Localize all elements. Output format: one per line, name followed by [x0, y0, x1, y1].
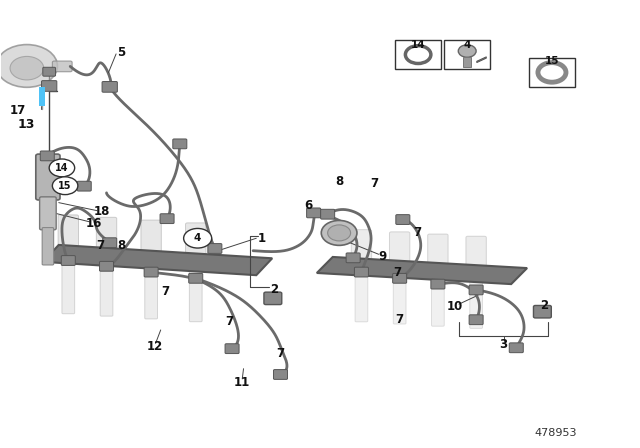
Text: 15: 15 — [58, 181, 72, 191]
FancyBboxPatch shape — [428, 234, 448, 272]
FancyBboxPatch shape — [393, 273, 406, 283]
FancyBboxPatch shape — [43, 67, 56, 76]
FancyBboxPatch shape — [62, 254, 75, 314]
FancyBboxPatch shape — [189, 262, 202, 322]
Circle shape — [52, 177, 78, 194]
Circle shape — [184, 228, 212, 248]
Polygon shape — [43, 245, 272, 275]
FancyBboxPatch shape — [264, 292, 282, 305]
FancyBboxPatch shape — [208, 244, 222, 254]
FancyBboxPatch shape — [100, 261, 113, 271]
FancyBboxPatch shape — [52, 61, 72, 72]
Circle shape — [328, 225, 351, 241]
Text: 14: 14 — [411, 39, 426, 50]
FancyBboxPatch shape — [189, 273, 203, 283]
FancyBboxPatch shape — [390, 232, 410, 270]
FancyBboxPatch shape — [40, 197, 56, 230]
FancyBboxPatch shape — [36, 154, 60, 200]
Text: 18: 18 — [94, 205, 110, 218]
FancyBboxPatch shape — [100, 257, 113, 316]
FancyBboxPatch shape — [355, 267, 368, 322]
FancyBboxPatch shape — [307, 208, 321, 218]
FancyBboxPatch shape — [470, 273, 483, 328]
Text: 15: 15 — [545, 56, 559, 66]
FancyBboxPatch shape — [346, 253, 360, 263]
Circle shape — [405, 46, 431, 64]
FancyBboxPatch shape — [463, 56, 471, 67]
FancyBboxPatch shape — [225, 344, 239, 353]
Polygon shape — [477, 57, 486, 63]
FancyBboxPatch shape — [355, 267, 369, 277]
FancyBboxPatch shape — [61, 256, 76, 265]
Text: 7: 7 — [276, 347, 285, 360]
Circle shape — [538, 63, 566, 82]
FancyBboxPatch shape — [509, 343, 524, 353]
Text: 17: 17 — [10, 104, 26, 117]
Circle shape — [458, 45, 476, 57]
Text: 2: 2 — [540, 298, 548, 311]
Text: 6: 6 — [305, 199, 313, 212]
FancyBboxPatch shape — [431, 271, 444, 326]
FancyBboxPatch shape — [39, 87, 45, 107]
Text: 5: 5 — [117, 46, 125, 59]
Text: 14: 14 — [55, 163, 68, 173]
Text: 7: 7 — [225, 314, 234, 327]
Text: 7: 7 — [396, 313, 404, 326]
FancyBboxPatch shape — [77, 181, 92, 191]
Text: 13: 13 — [17, 118, 35, 131]
FancyBboxPatch shape — [42, 81, 57, 91]
Text: 10: 10 — [447, 300, 463, 313]
FancyBboxPatch shape — [42, 228, 54, 265]
FancyBboxPatch shape — [160, 214, 174, 224]
Text: 11: 11 — [234, 375, 250, 388]
FancyBboxPatch shape — [102, 82, 117, 92]
FancyBboxPatch shape — [102, 238, 116, 248]
Circle shape — [321, 220, 357, 246]
FancyBboxPatch shape — [40, 151, 54, 161]
Circle shape — [0, 44, 58, 87]
FancyBboxPatch shape — [351, 230, 372, 268]
Text: 3: 3 — [499, 338, 508, 351]
Circle shape — [49, 159, 75, 177]
Polygon shape — [317, 257, 527, 284]
FancyBboxPatch shape — [431, 279, 445, 289]
Text: 8: 8 — [335, 175, 343, 188]
Text: 2: 2 — [270, 284, 278, 297]
FancyBboxPatch shape — [141, 220, 161, 261]
FancyBboxPatch shape — [145, 259, 157, 319]
FancyBboxPatch shape — [396, 215, 410, 224]
Text: 9: 9 — [378, 250, 387, 263]
Text: 4: 4 — [463, 39, 471, 50]
FancyBboxPatch shape — [144, 267, 158, 277]
FancyBboxPatch shape — [534, 306, 551, 318]
FancyBboxPatch shape — [466, 236, 486, 275]
Text: 12: 12 — [146, 340, 163, 353]
Text: 7: 7 — [394, 267, 402, 280]
Text: 1: 1 — [257, 232, 266, 245]
Text: 478953: 478953 — [534, 428, 577, 438]
Text: 7: 7 — [413, 225, 421, 238]
FancyBboxPatch shape — [394, 269, 406, 324]
FancyBboxPatch shape — [58, 215, 79, 255]
FancyBboxPatch shape — [469, 285, 483, 295]
Text: 7: 7 — [162, 285, 170, 298]
Text: 16: 16 — [86, 217, 102, 230]
FancyBboxPatch shape — [321, 209, 335, 219]
FancyBboxPatch shape — [186, 223, 206, 263]
FancyBboxPatch shape — [273, 370, 287, 379]
FancyBboxPatch shape — [469, 315, 483, 325]
Text: 8: 8 — [117, 239, 125, 252]
Text: 7: 7 — [96, 239, 104, 252]
FancyBboxPatch shape — [97, 217, 116, 258]
FancyBboxPatch shape — [173, 139, 187, 149]
Circle shape — [10, 56, 44, 80]
Bar — [395, 40, 441, 69]
Bar — [529, 58, 575, 87]
Text: 4: 4 — [194, 233, 202, 243]
Text: 7: 7 — [370, 177, 378, 190]
Bar — [444, 40, 490, 69]
